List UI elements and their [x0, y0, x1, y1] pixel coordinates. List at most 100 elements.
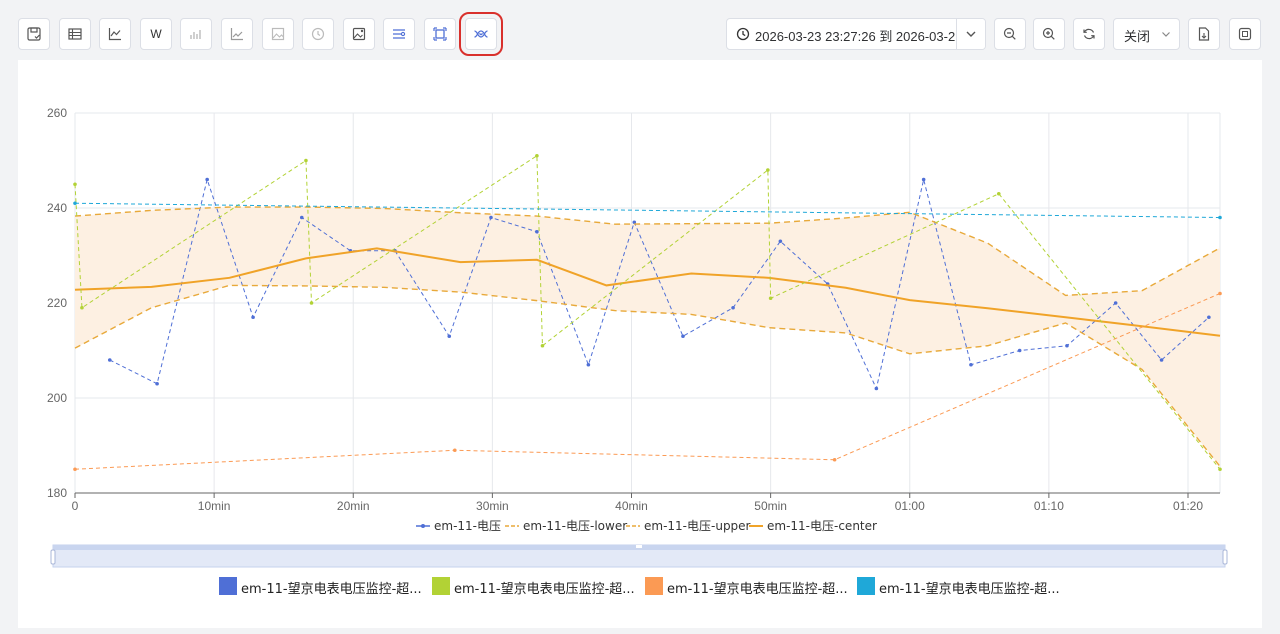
date-range-dropdown[interactable]	[956, 19, 985, 49]
table-view-button[interactable]	[59, 18, 91, 50]
data-point	[107, 358, 112, 362]
history-button[interactable]	[302, 18, 334, 50]
legend-item[interactable]: em-11-电压-center	[749, 519, 877, 533]
data-point	[1113, 301, 1118, 305]
data-point	[535, 153, 539, 158]
refresh-button[interactable]	[1073, 18, 1105, 50]
image-icon	[271, 27, 285, 41]
auto-refresh-value: 关闭	[1124, 30, 1151, 45]
series-layer	[73, 153, 1222, 472]
data-point	[205, 177, 209, 182]
series-line	[74, 293, 1221, 470]
slider-handle-left[interactable]	[50, 549, 56, 565]
date-range-text[interactable]: 2026-03-23 23:27:26 到 2026-03-2	[755, 29, 956, 44]
legend-label: em-11-电压-upper	[644, 519, 751, 533]
export-button[interactable]	[1188, 18, 1220, 50]
series-line	[109, 177, 1210, 391]
zoom-in-icon	[1042, 27, 1055, 40]
data-point	[447, 334, 452, 339]
data-point	[309, 301, 314, 305]
data-point	[921, 177, 926, 182]
bar-chart-icon	[190, 30, 201, 39]
y-tick-label: 220	[47, 296, 67, 310]
data-point	[73, 201, 77, 206]
zoom-out-button[interactable]	[994, 18, 1026, 50]
trend-chart-button[interactable]	[221, 18, 253, 50]
legend-marker	[421, 524, 425, 528]
legend-swatch	[219, 577, 237, 595]
data-point	[73, 182, 77, 187]
y-tick-label: 260	[47, 106, 67, 120]
data-point	[299, 215, 304, 220]
data-point	[1218, 215, 1222, 220]
zoom-out-icon	[1003, 27, 1016, 40]
zoom-in-button[interactable]	[1033, 18, 1065, 50]
slider-handle-right[interactable]	[1222, 549, 1228, 565]
chevron-down-icon	[1162, 32, 1170, 37]
trend-icon	[230, 28, 243, 41]
data-point	[73, 467, 77, 472]
legend-label: em-11-电压	[434, 519, 501, 533]
line-chart-button[interactable]	[99, 18, 131, 50]
save-icon	[27, 27, 41, 41]
history-icon	[311, 27, 325, 41]
legend-item[interactable]: em-11-电压	[416, 519, 501, 533]
data-point	[453, 448, 457, 453]
series-line	[74, 202, 1221, 218]
data-point	[731, 305, 735, 310]
data-point	[996, 191, 1001, 196]
image-edit-button[interactable]	[343, 18, 375, 50]
legend-item[interactable]: em-11-电压-lower	[505, 519, 627, 533]
band-layer	[75, 207, 1220, 467]
data-point	[1207, 315, 1211, 320]
x-tick-label: 01:00	[895, 499, 925, 513]
frame-select-button[interactable]	[424, 18, 456, 50]
chart-legend: em-11-电压 em-11-电压-lower em-11-电压-upper em-1…	[416, 519, 877, 533]
bar-chart-button[interactable]	[180, 18, 212, 50]
refresh-icon	[1083, 28, 1095, 40]
x-tick-label: 30min	[476, 499, 509, 513]
data-point	[832, 457, 837, 462]
axis-layer: 180 200 220 240 260 0 10min 20min 30min 40min 50mi…	[47, 106, 1220, 513]
x-tick-label: 0	[72, 499, 79, 513]
data-point	[1159, 358, 1164, 362]
legend-label: em-11-望京电表电压监控-超...	[241, 582, 422, 597]
w-button[interactable]: W	[140, 18, 172, 50]
y-tick-label: 240	[47, 201, 67, 215]
data-point	[632, 220, 637, 225]
x-tick-label: 20min	[337, 499, 370, 513]
x-tick-label: 10min	[198, 499, 231, 513]
data-point	[766, 168, 770, 172]
image-button[interactable]	[262, 18, 294, 50]
legend-item[interactable]: em-11-电压-upper	[626, 519, 751, 533]
series-line	[74, 247, 1221, 337]
legend-label: em-11-望京电表电压监控-超...	[879, 582, 1060, 597]
confidence-band	[75, 207, 1220, 467]
list-settings-button[interactable]	[383, 18, 415, 50]
data-point	[535, 229, 539, 234]
auto-refresh-select[interactable]: 关闭	[1113, 18, 1180, 50]
zoom-slider	[50, 544, 1228, 568]
toolbar: W 2026-03-23 23:27:26 到 2026-03-2	[0, 0, 1280, 60]
series-line	[74, 206, 1221, 297]
fullscreen-button[interactable]	[1229, 18, 1261, 50]
data-point	[155, 381, 159, 386]
image-edit-icon	[352, 27, 366, 41]
x-tick-label: 40min	[615, 499, 648, 513]
save-icon-button[interactable]	[18, 18, 50, 50]
x-tick-label: 01:10	[1034, 499, 1064, 513]
x-tick-label: 50min	[754, 499, 787, 513]
x-tick-label: 01:20	[1173, 499, 1203, 513]
slider-grip	[636, 545, 642, 548]
band-button[interactable]	[459, 12, 503, 56]
clock-icon	[736, 27, 750, 41]
legend-label: em-11-望京电表电压监控-超...	[454, 582, 635, 597]
w-text-icon: W	[150, 27, 162, 41]
data-point	[874, 386, 879, 391]
date-range-picker[interactable]: 2026-03-23 23:27:26 到 2026-03-2	[726, 18, 986, 50]
data-point	[681, 334, 685, 339]
data-point	[1017, 348, 1022, 353]
data-point	[586, 362, 591, 367]
y-tick-label: 180	[47, 486, 67, 500]
